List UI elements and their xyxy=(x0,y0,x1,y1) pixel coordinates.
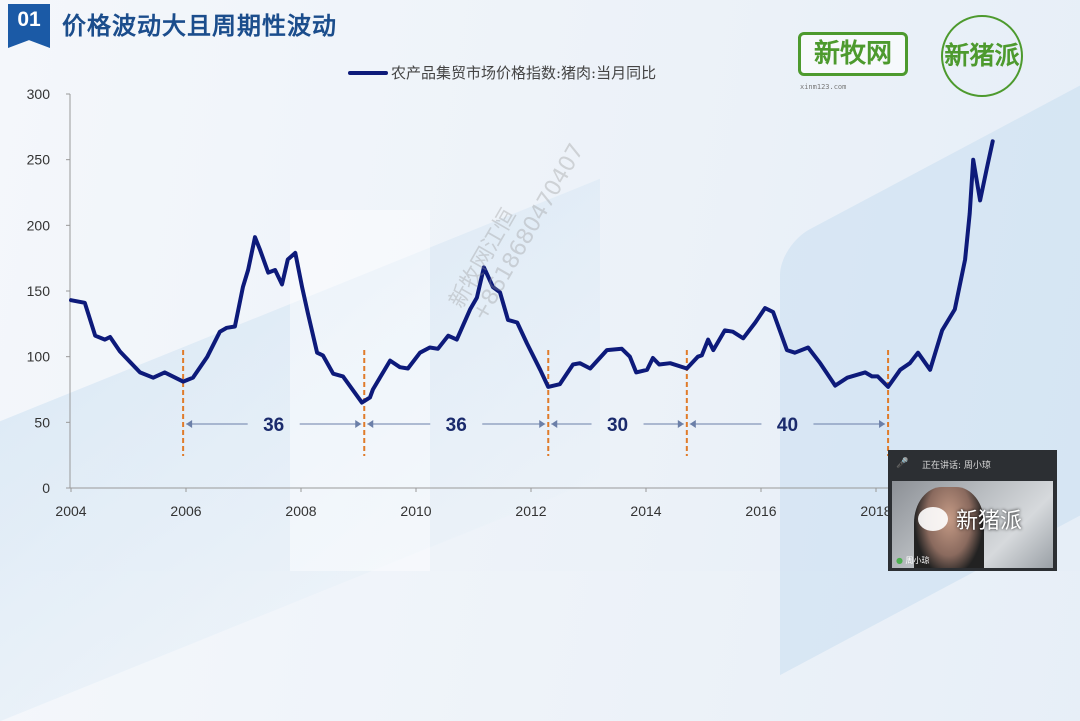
speaker-icon: 🎤 xyxy=(896,458,906,470)
arrowhead-left-icon xyxy=(690,420,696,428)
speaking-label: 正在讲话: 周小琼 xyxy=(922,458,991,471)
cycle-length-label: 36 xyxy=(263,415,284,436)
x-tick-label: 2004 xyxy=(55,503,86,519)
arrowhead-left-icon xyxy=(186,420,192,428)
video-header: 🎤 正在讲话: 周小琼 xyxy=(888,450,1057,478)
cycle-length-label: 30 xyxy=(607,415,628,436)
wechat-watermark: 新猪派 xyxy=(918,503,1022,535)
y-tick-label: 250 xyxy=(27,152,51,168)
participant-name: 周小琼 xyxy=(906,556,930,565)
arrowhead-right-icon xyxy=(879,420,885,428)
watermark-text: 新猪派 xyxy=(956,503,1022,535)
x-tick-label: 2012 xyxy=(515,503,546,519)
y-tick-label: 300 xyxy=(27,86,51,102)
y-tick-label: 100 xyxy=(27,349,51,365)
x-tick-label: 2016 xyxy=(745,503,776,519)
arrowhead-left-icon xyxy=(367,420,373,428)
y-tick-label: 200 xyxy=(27,217,51,233)
arrowhead-right-icon xyxy=(539,420,545,428)
arrowhead-left-icon xyxy=(551,420,557,428)
participant-name-tag: ● 周小琼 xyxy=(896,555,930,566)
cycle-length-label: 36 xyxy=(446,415,467,436)
microphone-icon: ● xyxy=(896,556,903,565)
x-tick-label: 2014 xyxy=(630,503,661,519)
arrowhead-right-icon xyxy=(355,420,361,428)
y-tick-label: 150 xyxy=(27,283,51,299)
x-tick-label: 2008 xyxy=(285,503,316,519)
video-feed: 新猪派 ● 周小琼 xyxy=(892,481,1053,568)
y-tick-label: 0 xyxy=(42,480,50,496)
wechat-icon xyxy=(918,507,948,531)
video-call-overlay[interactable]: 🎤 正在讲话: 周小琼 新猪派 ● 周小琼 xyxy=(888,450,1057,571)
cycle-length-label: 40 xyxy=(777,415,798,436)
x-tick-label: 2006 xyxy=(170,503,201,519)
arrowhead-right-icon xyxy=(678,420,684,428)
y-tick-label: 50 xyxy=(34,414,50,430)
x-tick-label: 2010 xyxy=(400,503,431,519)
